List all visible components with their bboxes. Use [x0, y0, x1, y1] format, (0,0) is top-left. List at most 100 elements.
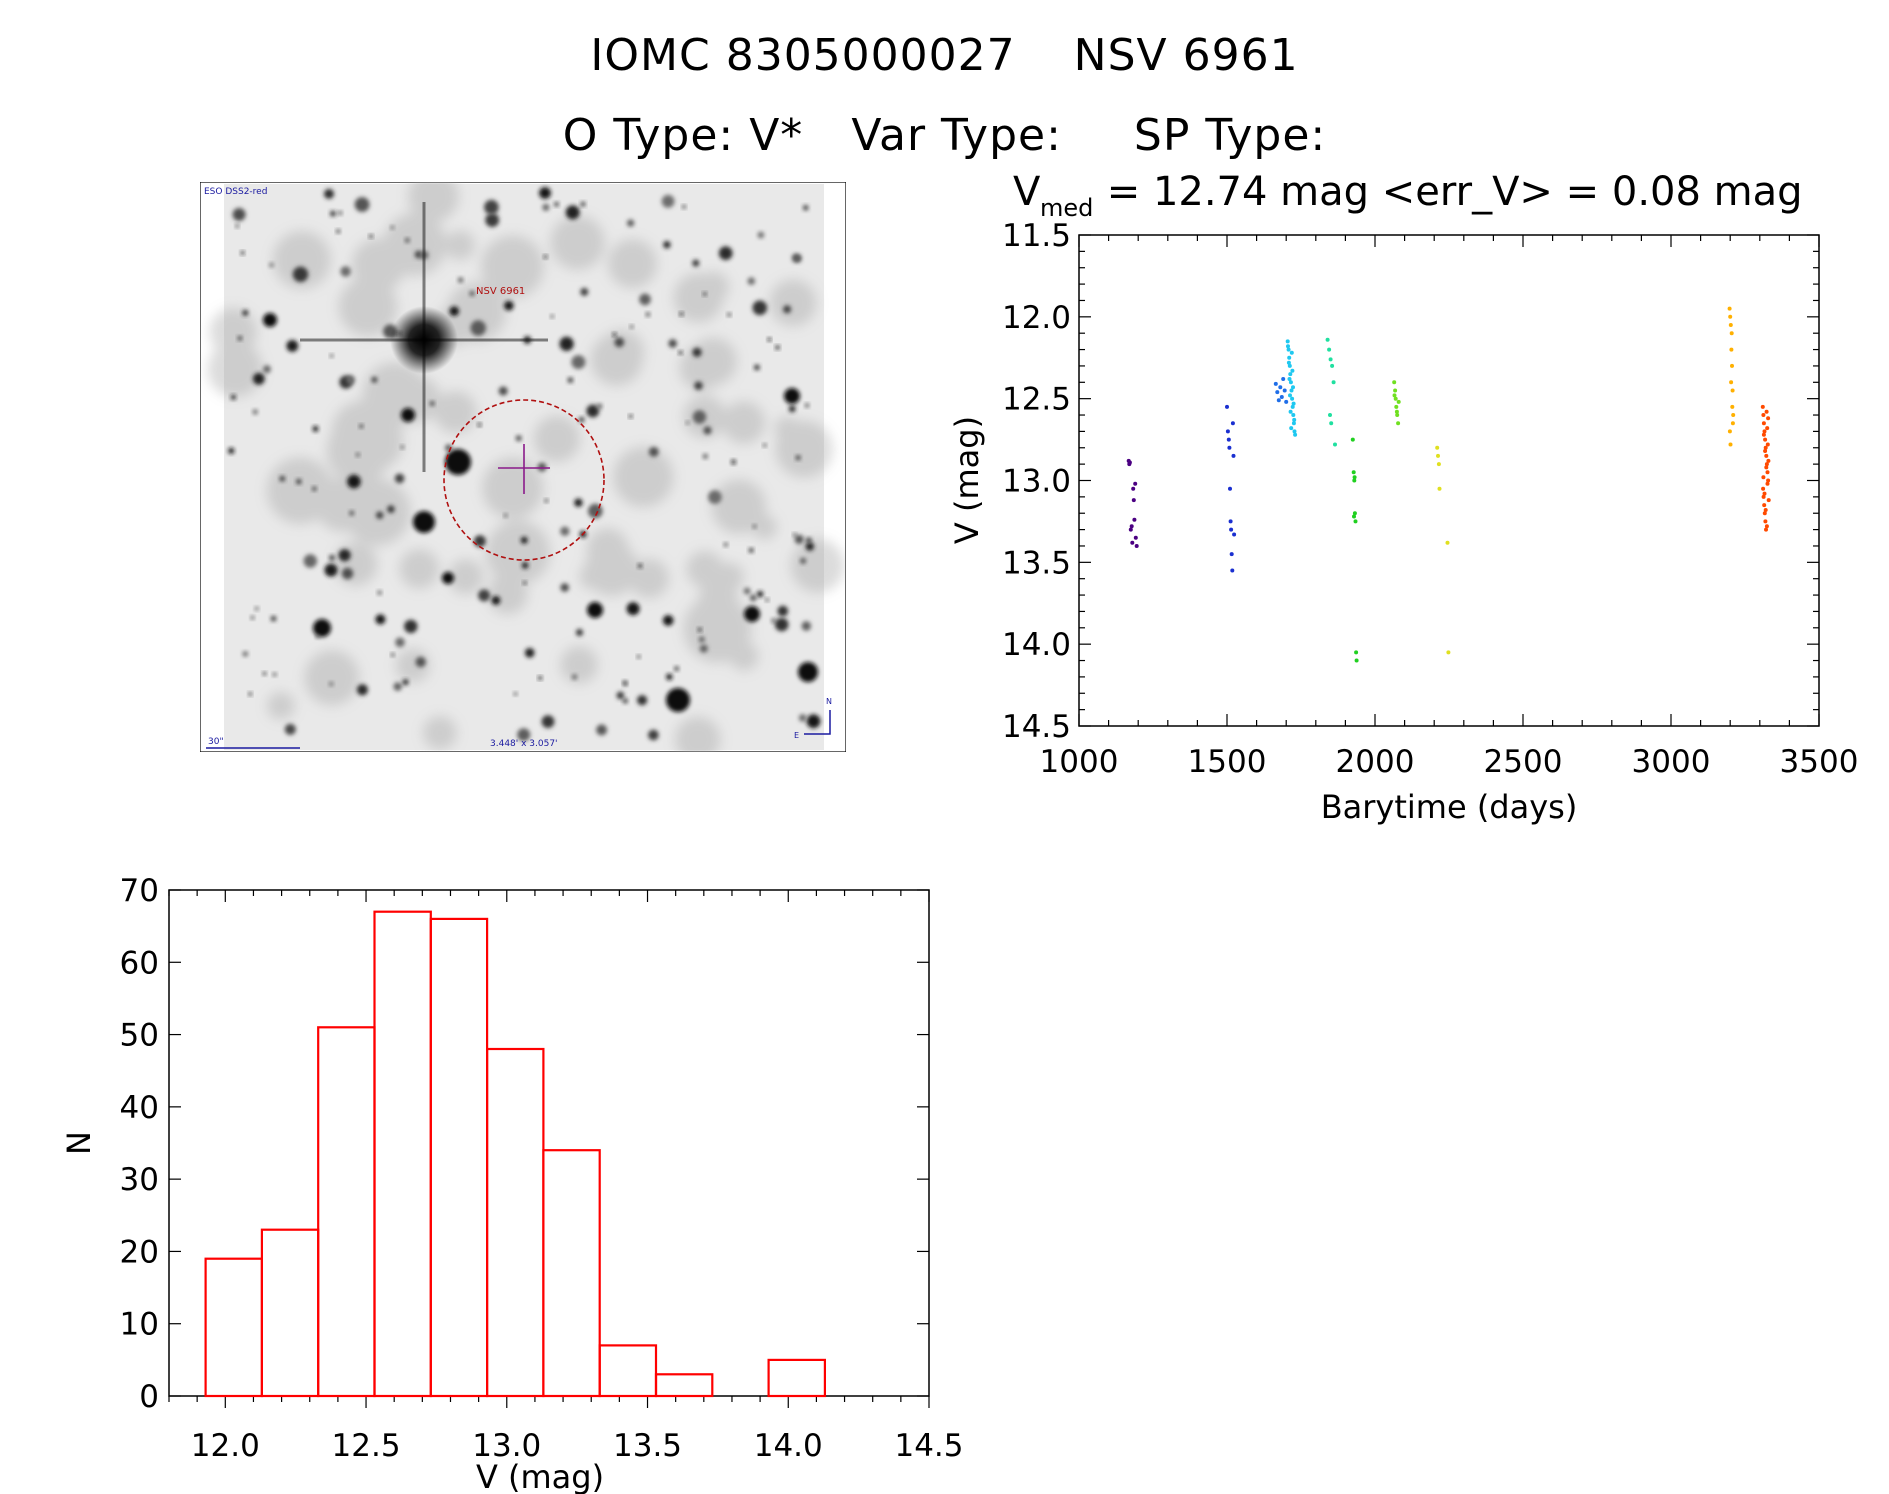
star	[272, 672, 277, 677]
star	[284, 723, 296, 735]
star	[648, 447, 659, 457]
x-tick-label: 3500	[1780, 744, 1859, 780]
star	[752, 300, 768, 316]
star	[312, 486, 317, 492]
x-tick-label: 14.5	[894, 1428, 963, 1464]
star	[554, 202, 559, 207]
data-point	[1287, 363, 1292, 368]
data-point	[1289, 350, 1294, 355]
data-point	[1133, 481, 1138, 486]
star	[580, 201, 586, 207]
data-point	[1286, 344, 1290, 349]
star	[756, 590, 764, 598]
light-curve-chart: V med = 12.74 mag <err_V> = 0.08 mag 100…	[948, 169, 1859, 826]
x-tick-label: 2500	[1484, 744, 1563, 780]
star	[774, 617, 789, 632]
star-field	[228, 187, 821, 742]
star	[369, 234, 373, 239]
data-point	[1134, 544, 1139, 548]
star	[292, 266, 309, 282]
data-point	[1761, 494, 1766, 499]
data-point	[1354, 658, 1359, 663]
data-point	[1761, 486, 1766, 491]
data-point	[1351, 470, 1356, 475]
star	[805, 537, 812, 544]
star	[347, 474, 361, 489]
star	[794, 534, 804, 544]
star	[805, 542, 815, 551]
star	[393, 682, 402, 691]
data-point	[1393, 396, 1398, 401]
data-point	[1286, 347, 1291, 352]
scale-bar-label: 30"	[208, 737, 224, 747]
star	[648, 729, 659, 741]
star	[340, 266, 351, 277]
data-point	[1289, 388, 1294, 393]
data-point	[1766, 498, 1771, 503]
data-point	[1331, 380, 1336, 385]
data-point	[1730, 388, 1735, 393]
data-point	[1284, 399, 1289, 404]
star	[662, 615, 674, 626]
histogram-bar	[767, 1358, 826, 1398]
star	[324, 188, 334, 199]
star	[636, 654, 641, 659]
star	[703, 292, 707, 296]
star	[413, 511, 435, 533]
star	[400, 445, 405, 450]
x-tick-label: 12.5	[332, 1428, 401, 1464]
data-point	[1286, 360, 1291, 365]
star	[628, 414, 633, 419]
star	[377, 590, 382, 595]
star	[371, 376, 378, 383]
star	[354, 197, 370, 212]
star	[765, 598, 769, 602]
target-label: NSV 6961	[476, 286, 525, 297]
star	[329, 554, 335, 561]
star	[404, 237, 410, 243]
data-point	[1729, 380, 1734, 385]
star	[803, 205, 809, 211]
star	[666, 688, 690, 712]
star	[638, 563, 643, 568]
target-crosshair	[498, 444, 550, 494]
star	[336, 229, 341, 234]
y-tick-label: 20	[120, 1234, 159, 1270]
star	[679, 312, 684, 316]
background-mottle	[207, 182, 845, 752]
iomc-id: IOMC 8305000027	[590, 30, 1016, 81]
star	[627, 219, 635, 227]
star	[329, 354, 334, 358]
data-point	[1446, 650, 1451, 655]
data-point	[1762, 491, 1767, 496]
data-point	[1763, 519, 1768, 524]
y-tick-label: 30	[120, 1162, 159, 1198]
data-point	[1394, 404, 1399, 409]
star	[804, 403, 810, 408]
star	[542, 203, 550, 211]
star	[661, 194, 675, 208]
star	[537, 462, 547, 472]
y-tick-label: 10	[120, 1307, 159, 1343]
star	[622, 698, 628, 704]
data-point	[1393, 388, 1398, 393]
star	[747, 277, 755, 285]
target-circle	[443, 399, 605, 561]
field-size-label: 3.448' x 3.057'	[490, 739, 558, 749]
data-point	[1728, 314, 1733, 319]
histogram-bar	[654, 1373, 714, 1398]
star	[303, 554, 317, 568]
star	[517, 728, 531, 742]
x-tick-label: 1000	[1040, 744, 1119, 780]
star	[699, 644, 708, 653]
star	[762, 443, 767, 448]
data-point	[1290, 368, 1295, 373]
data-point	[1291, 413, 1296, 417]
data-point	[1763, 508, 1768, 512]
star	[580, 287, 589, 296]
star	[338, 210, 343, 216]
star	[612, 332, 617, 337]
data-point	[1764, 409, 1769, 414]
star	[788, 405, 796, 413]
star	[429, 401, 435, 406]
